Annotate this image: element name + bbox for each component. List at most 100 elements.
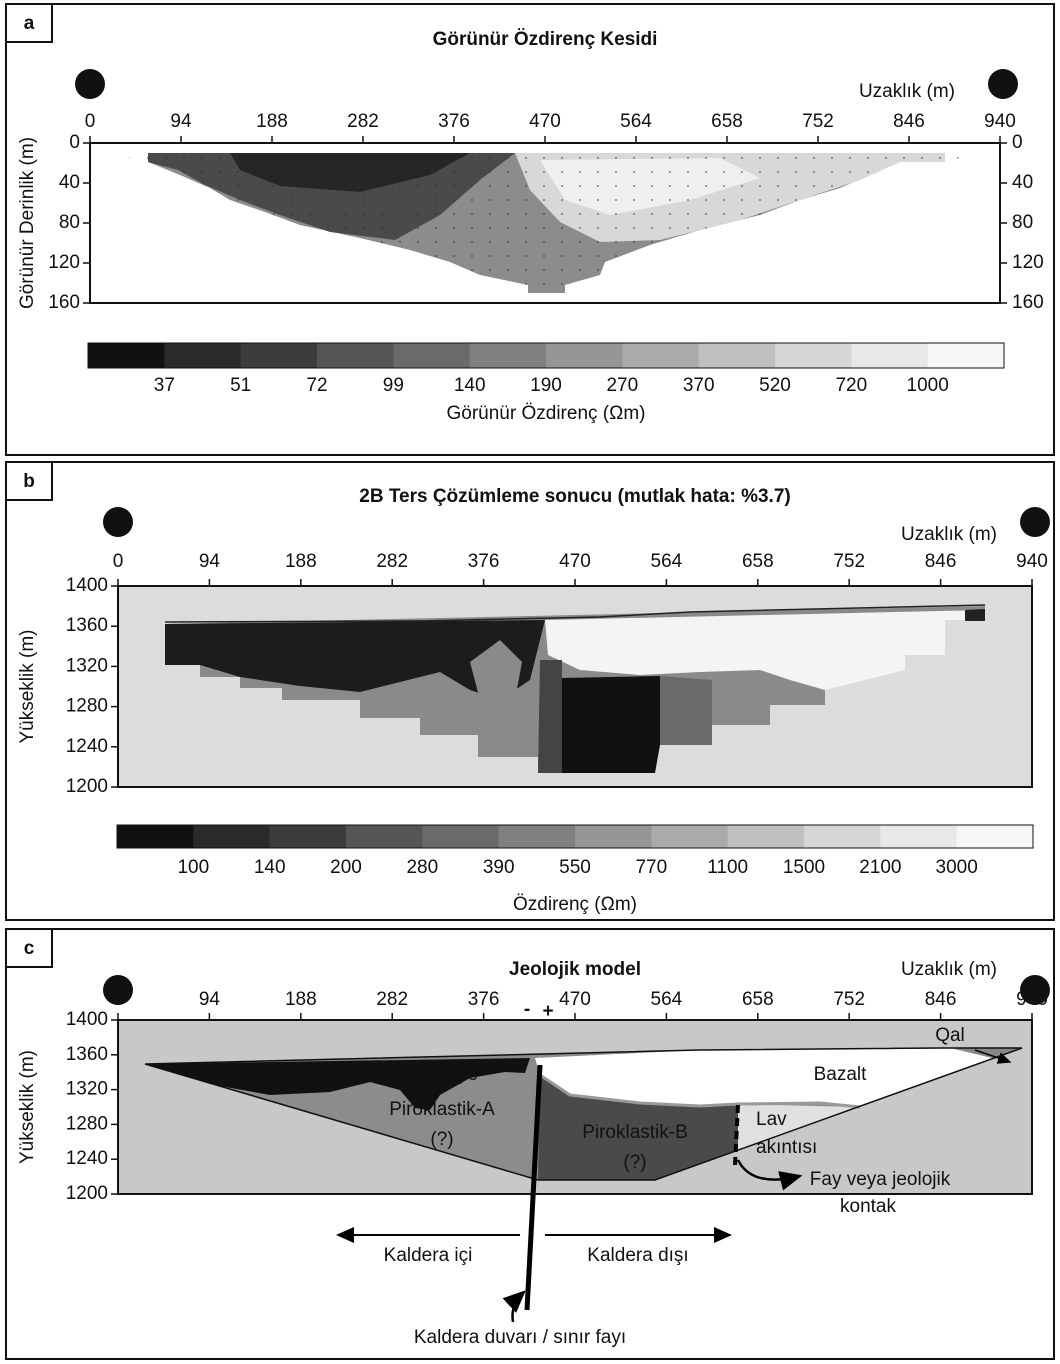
x-tick-label: 846: [925, 551, 957, 572]
y-tick-label: 120: [1012, 252, 1044, 273]
region-label: Bazalt: [814, 1064, 868, 1085]
y-tick-label: 160: [1012, 292, 1044, 313]
colorbar-band: [117, 825, 194, 848]
profile-end-marker: [75, 69, 105, 99]
colorbar-tick-label: 140: [454, 375, 486, 396]
y-axis-label: Yükseklik (m): [17, 629, 38, 743]
colorbar-band: [727, 825, 805, 848]
y-tick-label: 40: [59, 172, 80, 193]
colorbar-band: [88, 343, 165, 368]
colorbar-tick-label: 100: [177, 857, 209, 878]
y-tick-label: 120: [48, 252, 80, 273]
panel-letter: b: [23, 471, 35, 492]
colorbar-band: [240, 343, 318, 368]
x-tick-label: 658: [742, 989, 774, 1010]
region-label: Lav: [756, 1109, 787, 1130]
y-tick-label: 1400: [66, 1009, 108, 1030]
panel-letter: a: [24, 13, 35, 34]
colorbar-band: [622, 343, 700, 368]
y-tick-label: 160: [48, 292, 80, 313]
y-tick-label: 0: [69, 132, 80, 153]
y-tick-label: 40: [1012, 172, 1033, 193]
colorbar-band: [422, 825, 500, 848]
x-tick-label: 940: [984, 111, 1016, 132]
colorbar-tick-label: 550: [559, 857, 591, 878]
colorbar-tick-label: 270: [606, 375, 638, 396]
colorbar-band: [269, 825, 347, 848]
colorbar-band: [698, 343, 776, 368]
fault-sign: +: [542, 1001, 553, 1022]
x-tick-label: 564: [651, 551, 683, 572]
panel-box: [5, 928, 1055, 1360]
x-tick-label: 658: [742, 551, 774, 572]
x-tick-label: 752: [833, 551, 865, 572]
x-tick-label: 376: [438, 111, 470, 132]
colorbar-tick-label: 37: [154, 375, 175, 396]
colorbar-tick-label: 200: [330, 857, 362, 878]
x-tick-label: 94: [199, 551, 221, 572]
region-label: Piroklastik-B: [582, 1122, 688, 1143]
x-tick-label: 470: [529, 111, 561, 132]
x-tick-label: 940: [1016, 989, 1048, 1010]
x-tick-label: 0: [85, 111, 96, 132]
x-tick-label: 0: [113, 551, 124, 572]
x-tick-label: 846: [893, 111, 925, 132]
x-axis-label: Uzaklık (m): [859, 81, 955, 102]
section-c: [118, 1020, 1032, 1323]
x-tick-label: 188: [285, 989, 317, 1010]
profile-end-marker: [1020, 507, 1050, 537]
profile-end-marker: [1020, 975, 1050, 1005]
colorbar-band: [775, 343, 852, 368]
panel-title: Jeolojik model: [509, 959, 641, 980]
panel-letter: c: [24, 938, 35, 959]
panel-letter-box: [5, 928, 53, 968]
x-tick-label: 376: [468, 551, 500, 572]
panel-title: Görünür Özdirenç Kesidi: [433, 29, 658, 50]
y-tick-label: 1200: [66, 776, 108, 797]
colorbar-band: [651, 825, 729, 848]
colorbar-tick-label: 520: [759, 375, 791, 396]
x-tick-label: 470: [559, 989, 591, 1010]
section-b: [118, 586, 1032, 787]
x-axis-label: Uzaklık (m): [901, 959, 997, 980]
colorbar-tick-label: 190: [530, 375, 562, 396]
colorbar-band: [804, 825, 881, 848]
x-tick-label: 940: [1016, 551, 1048, 572]
profile-end-label: A: [111, 512, 125, 533]
y-tick-label: 80: [59, 212, 80, 233]
y-tick-label: 1240: [66, 736, 108, 757]
colorbar-tick-label: 72: [306, 375, 327, 396]
x-tick-label: 94: [199, 989, 221, 1010]
region-label: akıntısı: [756, 1137, 817, 1158]
section-a: [90, 143, 1000, 303]
y-tick-label: 80: [1012, 212, 1033, 233]
colorbar-tick-label: 720: [835, 375, 867, 396]
region-label: Suya doygun piroklastik seviye: [218, 1064, 478, 1085]
colorbar-band: [880, 825, 958, 848]
x-tick-label: 282: [376, 551, 408, 572]
region-label: (?): [623, 1152, 646, 1173]
colorbar-tick-label: 1500: [783, 857, 825, 878]
panel-title: 2B Ters Çözümleme sonucu (mutlak hata: %…: [359, 486, 790, 507]
x-tick-label: 94: [170, 111, 192, 132]
y-tick-label: 1240: [66, 1148, 108, 1169]
profile-end-label: B: [1028, 980, 1042, 1001]
y-tick-label: 1280: [66, 696, 108, 717]
panel-letter-box: [5, 3, 53, 43]
panel-box: [5, 3, 1055, 456]
x-tick-label: 752: [833, 989, 865, 1010]
panel-letter-box: [5, 461, 53, 501]
colorbar-band: [346, 825, 423, 848]
colorbar-band: [193, 825, 271, 848]
x-tick-label: 658: [711, 111, 743, 132]
x-tick-label: 470: [559, 551, 591, 572]
x-tick-label: 564: [620, 111, 652, 132]
y-tick-label: 1200: [66, 1183, 108, 1204]
y-axis-label: Yükseklik (m): [17, 1050, 38, 1164]
x-tick-label: 564: [651, 989, 683, 1010]
colorbar-band: [164, 343, 242, 368]
annotation: Kaldera duvarı / sınır fayı: [414, 1327, 626, 1348]
region-label: (?): [430, 1129, 453, 1150]
colorbar-tick-label: 51: [230, 375, 251, 396]
